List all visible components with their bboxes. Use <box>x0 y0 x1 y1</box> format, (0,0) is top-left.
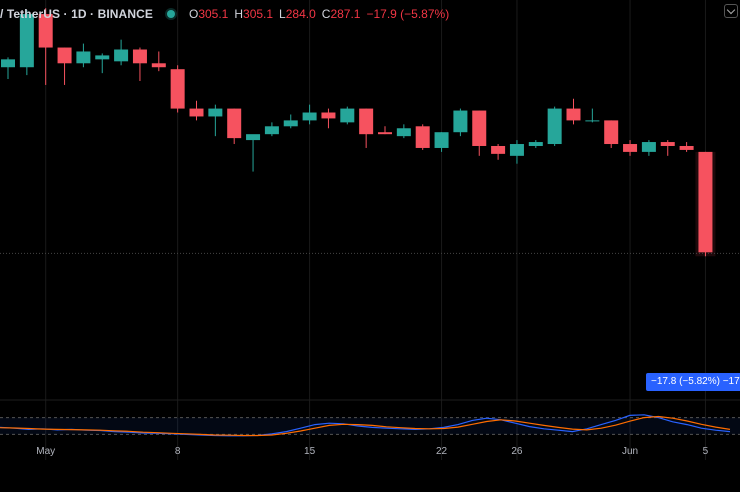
candle-down <box>189 108 204 117</box>
market-status-icon <box>166 10 175 18</box>
stoch-k-line <box>0 414 731 437</box>
candle-up <box>528 142 543 146</box>
candle-up <box>19 14 34 68</box>
candle-up <box>547 108 562 145</box>
candle-up <box>76 51 91 64</box>
candle-up <box>340 108 355 123</box>
candle-down <box>566 108 581 121</box>
candle-up <box>246 134 261 141</box>
candle-down <box>660 142 675 146</box>
candle-up <box>396 128 411 137</box>
candle-down <box>57 47 72 64</box>
x-tick-label: 5 <box>702 446 709 457</box>
candle-up <box>585 120 600 122</box>
candle-up <box>114 49 129 62</box>
candle-up <box>453 110 468 133</box>
price-change-badge: −17.8 (−5.82%) −17 <box>646 373 740 391</box>
candle-down <box>698 151 713 253</box>
change-value: −17.9 (−5.87%) <box>366 7 450 21</box>
candle-down <box>227 108 242 139</box>
candle-down <box>604 120 619 145</box>
candle-down <box>415 126 430 148</box>
candle-down <box>491 145 506 154</box>
collapse-chevron-icon[interactable] <box>724 4 738 18</box>
candle-down <box>321 112 336 119</box>
close-label: C <box>321 7 331 21</box>
low-label: L <box>279 7 286 21</box>
high-label: H <box>234 7 244 21</box>
symbol-header: / TetherUS · 1D · BINANCE O 305.1 H 305.1 … <box>0 6 449 22</box>
open-label: O <box>188 7 199 21</box>
candle-down <box>623 144 638 152</box>
open-value: 305.1 <box>198 7 229 21</box>
candle-up <box>208 108 223 117</box>
candle-down <box>132 49 147 64</box>
candle-up <box>283 120 298 127</box>
close-value: 287.1 <box>330 7 361 21</box>
symbol-label[interactable]: / TetherUS · 1D · BINANCE <box>0 7 153 21</box>
stoch-d-line <box>0 415 731 437</box>
candle-down <box>151 63 166 68</box>
x-tick-label: 8 <box>174 446 181 457</box>
x-tick-label: Jun <box>621 446 639 457</box>
candle-up <box>641 142 656 152</box>
x-tick-label: 22 <box>435 446 448 457</box>
x-tick-label: 26 <box>511 446 523 457</box>
candle-up <box>434 132 449 148</box>
candle-down <box>378 132 392 135</box>
candle-down <box>472 110 487 146</box>
candle-up <box>509 144 524 156</box>
x-tick-label: 15 <box>304 446 316 457</box>
candle-up <box>1 59 15 68</box>
low-value: 284.0 <box>285 7 316 21</box>
candle-down <box>38 14 53 48</box>
candle-up <box>95 55 110 60</box>
candle-down <box>359 108 374 135</box>
candle-up <box>264 126 279 135</box>
x-tick-label: May <box>36 446 56 457</box>
candle-down <box>679 145 694 150</box>
candle-up <box>302 112 317 121</box>
candle-down <box>170 69 185 109</box>
high-value: 305.1 <box>243 7 274 21</box>
